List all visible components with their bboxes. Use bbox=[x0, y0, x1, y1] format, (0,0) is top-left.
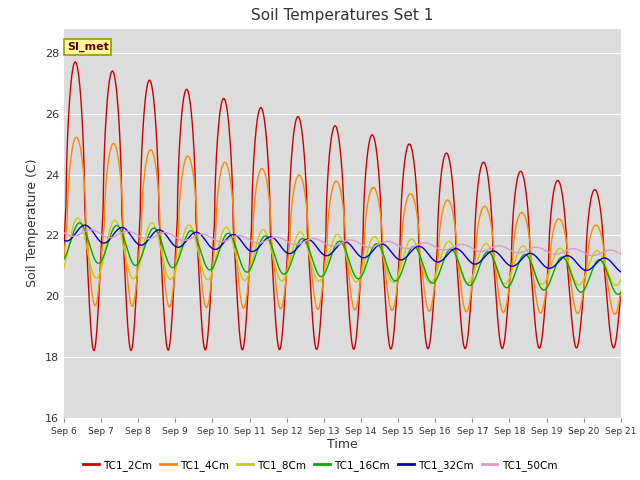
Text: SI_met: SI_met bbox=[67, 42, 109, 52]
Legend: TC1_2Cm, TC1_4Cm, TC1_8Cm, TC1_16Cm, TC1_32Cm, TC1_50Cm: TC1_2Cm, TC1_4Cm, TC1_8Cm, TC1_16Cm, TC1… bbox=[79, 456, 561, 475]
Title: Soil Temperatures Set 1: Soil Temperatures Set 1 bbox=[252, 9, 433, 24]
Y-axis label: Soil Temperature (C): Soil Temperature (C) bbox=[26, 159, 39, 288]
X-axis label: Time: Time bbox=[327, 438, 358, 451]
